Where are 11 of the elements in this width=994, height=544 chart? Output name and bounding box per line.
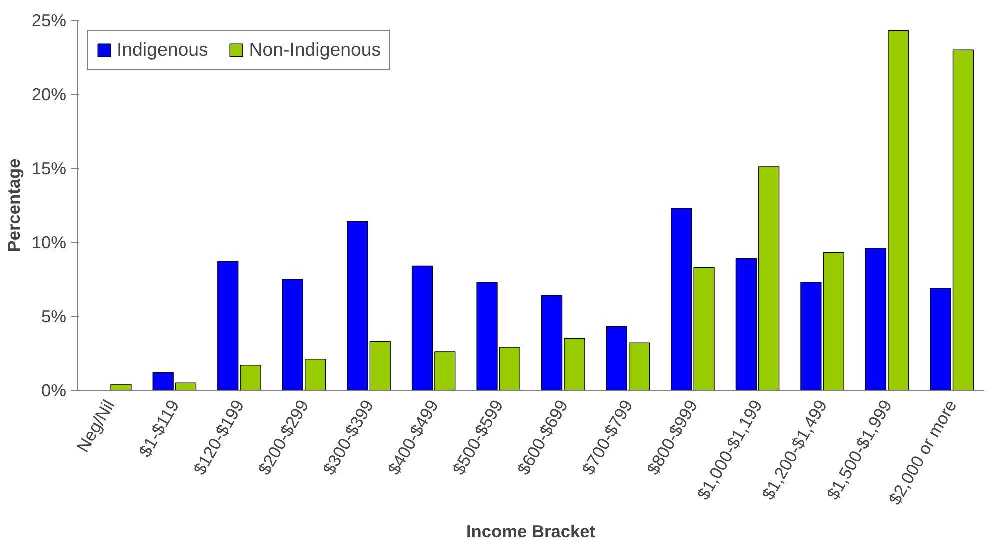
- legend-label: Indigenous: [117, 39, 208, 61]
- y-axis-title: Percentage: [4, 158, 24, 252]
- y-tick-label: 5%: [41, 306, 66, 326]
- y-tick-label: 0%: [41, 380, 66, 400]
- bar: [110, 384, 132, 390]
- y-tick-label: 20%: [32, 84, 67, 104]
- x-axis-title: Income Bracket: [466, 521, 596, 542]
- legend-label: Non-Indigenous: [249, 39, 382, 61]
- y-tick-label: 15%: [32, 158, 67, 178]
- y-tick-label: 25%: [32, 10, 67, 30]
- y-tick-label: 10%: [32, 232, 67, 252]
